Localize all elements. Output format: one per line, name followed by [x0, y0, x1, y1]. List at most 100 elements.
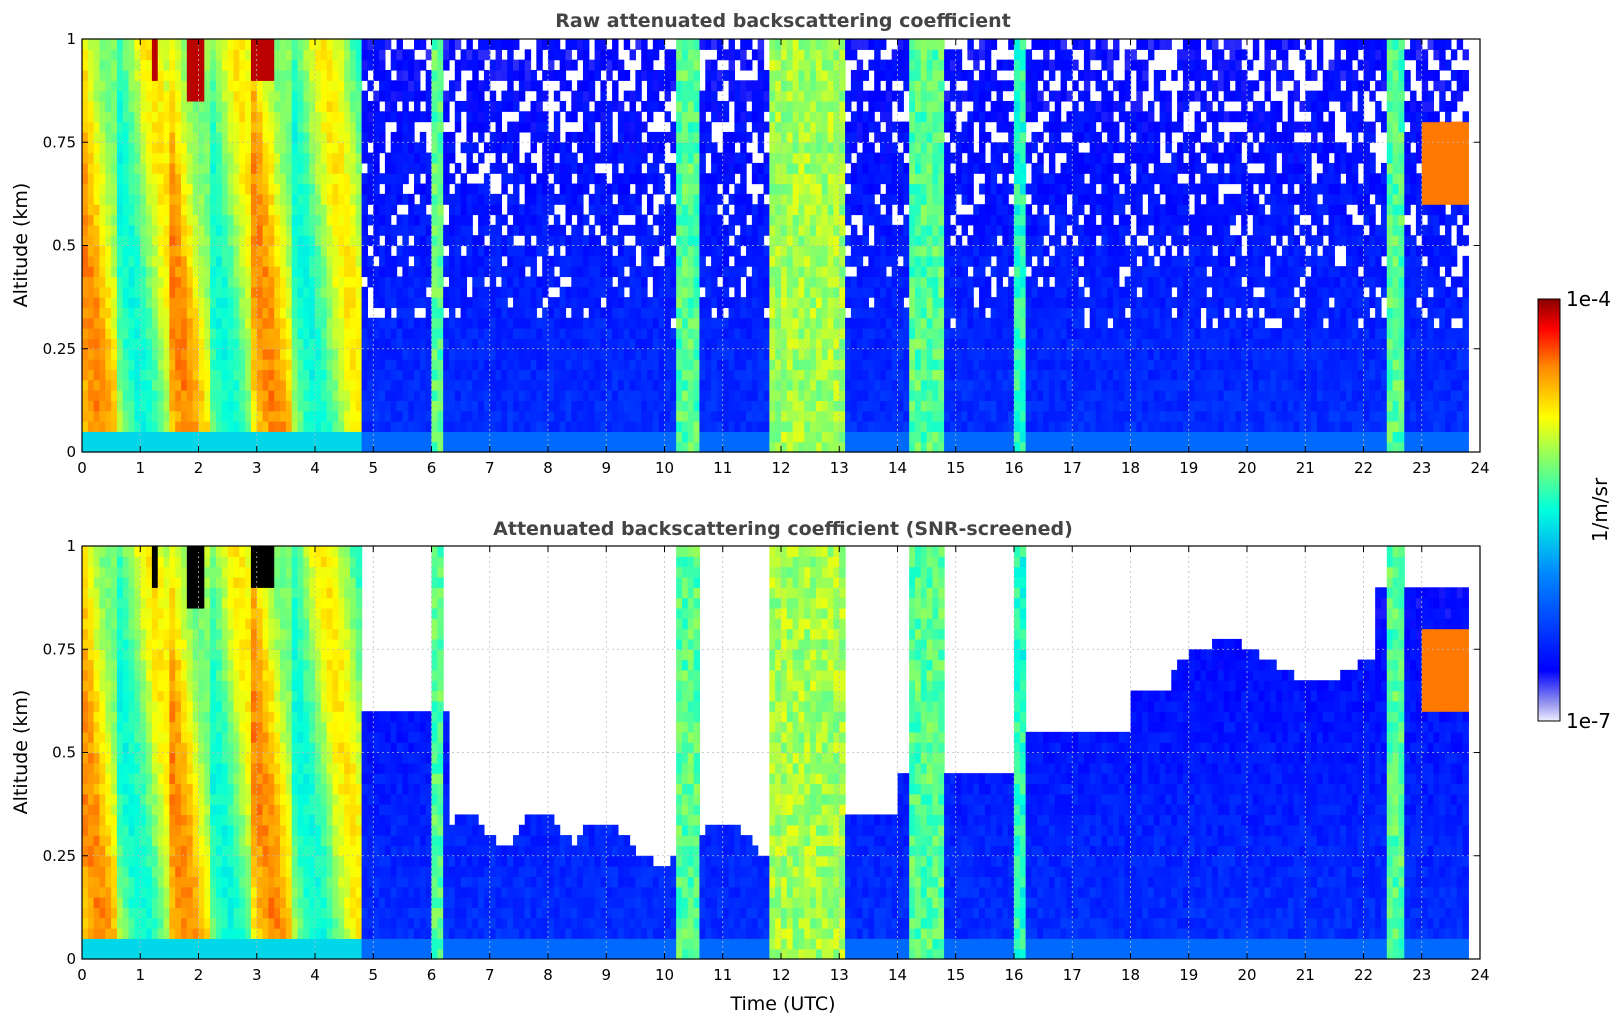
heatmap-cell [425, 421, 433, 432]
heatmap-cell [553, 49, 561, 61]
heatmap-cell [221, 348, 229, 360]
heatmap-cell [233, 359, 240, 370]
heatmap-cell [361, 214, 369, 226]
heatmap-cell [419, 410, 427, 422]
heatmap-cell [594, 214, 602, 226]
heatmap-cell [757, 193, 765, 205]
heatmap-cell [233, 255, 240, 267]
heatmap-cell [285, 39, 293, 50]
heatmap-cell [87, 338, 95, 350]
heatmap-cell [466, 80, 473, 92]
heatmap-cell [210, 193, 217, 205]
heatmap-cell [507, 255, 514, 267]
heatmap-cell [111, 59, 118, 71]
heatmap-cell [431, 379, 438, 391]
heatmap-cell [693, 255, 701, 267]
heatmap-cell [332, 400, 339, 412]
heatmap-cell [315, 121, 322, 133]
heatmap-cell [116, 224, 124, 236]
heatmap-cell [681, 193, 689, 205]
heatmap-cell [705, 390, 712, 401]
heatmap-cell [361, 400, 369, 412]
heatmap-cell [262, 131, 269, 143]
heatmap-cell [495, 152, 502, 164]
heatmap-cell [181, 286, 188, 298]
heatmap-cell [845, 359, 852, 370]
heatmap-cell [548, 204, 555, 216]
heatmap-cell [606, 400, 613, 412]
heatmap-cell [157, 441, 165, 453]
heatmap-cell [629, 142, 636, 154]
heatmap-cell [122, 307, 130, 319]
heatmap-cell [344, 193, 351, 205]
heatmap-cell [652, 142, 660, 154]
heatmap-cell [82, 204, 89, 216]
heatmap-cell [483, 431, 491, 443]
heatmap-cell [460, 183, 468, 195]
heatmap-cell [384, 111, 392, 123]
heatmap-cell [344, 266, 351, 278]
heatmap-cell [134, 235, 141, 247]
heatmap-cell [297, 421, 304, 432]
heatmap-cell [105, 441, 112, 453]
heatmap-cell [850, 255, 858, 267]
heatmap-cell [157, 307, 165, 319]
heatmap-cell [87, 183, 95, 195]
heatmap-cell [169, 286, 176, 298]
heatmap-cell [163, 162, 170, 174]
heatmap-cell [192, 410, 200, 422]
heatmap-cell [134, 173, 141, 185]
heatmap-cell [215, 400, 223, 412]
heatmap-cell [781, 421, 788, 432]
heatmap-cell [542, 204, 549, 216]
heatmap-cell [815, 276, 823, 288]
heatmap-cell [647, 90, 654, 102]
heatmap-cell [617, 348, 625, 360]
heatmap-cell [297, 359, 304, 370]
heatmap-cell [163, 173, 170, 185]
heatmap-cell [728, 431, 735, 443]
heatmap-cell [588, 131, 596, 143]
heatmap-cell [699, 276, 706, 288]
heatmap-cell [175, 204, 182, 216]
heatmap-cell [472, 59, 479, 71]
heatmap-cell [175, 49, 182, 61]
heatmap-cell [111, 400, 118, 412]
heatmap-cell [215, 410, 223, 422]
heatmap-cell [297, 286, 304, 298]
heatmap-cell [588, 328, 596, 340]
heatmap-cell [250, 297, 258, 309]
heatmap-cell [763, 245, 770, 257]
heatmap-cell [716, 214, 724, 226]
heatmap-cell [192, 431, 200, 443]
heatmap-cell [763, 369, 770, 381]
heatmap-cell [326, 100, 334, 112]
heatmap-cell [437, 441, 444, 453]
heatmap-cell [495, 317, 502, 329]
heatmap-cell [460, 390, 468, 401]
heatmap-cell [198, 183, 205, 195]
heatmap-cell [303, 390, 310, 401]
heatmap-cell [658, 400, 666, 412]
heatmap-cell [431, 400, 438, 412]
heatmap-cell [414, 297, 421, 309]
heatmap-cell [402, 421, 409, 432]
heatmap-cell [256, 245, 264, 257]
heatmap-cell [448, 90, 456, 102]
heatmap-cell [845, 348, 852, 360]
heatmap-cell [151, 307, 159, 319]
heatmap-cell [594, 410, 602, 422]
heatmap-cell [670, 297, 677, 309]
heatmap-cell [99, 245, 106, 257]
heatmap-cell [635, 348, 642, 360]
heatmap-cell [367, 328, 374, 340]
heatmap-cell [437, 90, 444, 102]
heatmap-cell [588, 204, 596, 216]
heatmap-cell [827, 307, 835, 319]
heatmap-cell [507, 142, 514, 154]
heatmap-cell [297, 111, 304, 123]
heatmap-cell [367, 121, 374, 133]
heatmap-cell [617, 400, 625, 412]
heatmap-cell [507, 131, 514, 143]
heatmap-cell [349, 121, 357, 133]
